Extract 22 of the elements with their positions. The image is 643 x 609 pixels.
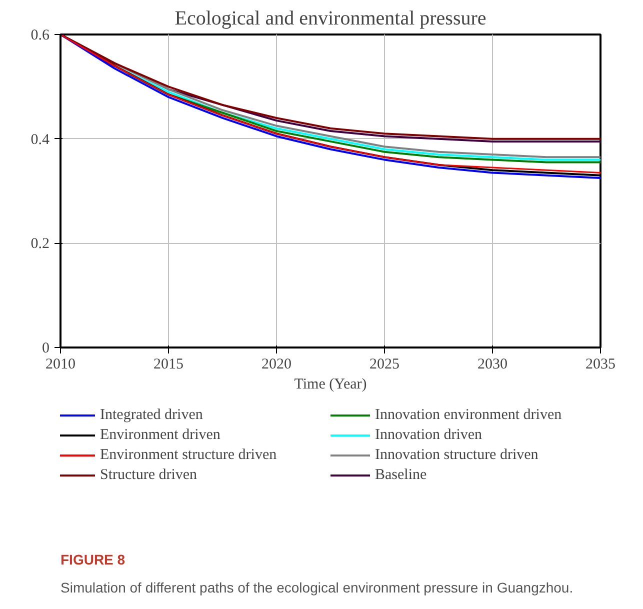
- y-tick-label: 0.4: [30, 132, 50, 148]
- x-tick-label: 2035: [586, 356, 616, 372]
- caption: FIGURE 8: [60, 552, 126, 568]
- legend-label: Innovation driven: [375, 426, 484, 444]
- text: Simulation of different paths of the ecological environment pressure in Guangzhou.: [60, 580, 574, 596]
- legend-label: Structure driven: [100, 466, 198, 484]
- y-tick-label: 0.6: [30, 28, 50, 44]
- legend-label: Baseline: [375, 466, 428, 484]
- x-tick-label: 2010: [46, 356, 76, 372]
- x-axis-title: Time (Year): [294, 376, 367, 392]
- legend-label: Integrated driven: [100, 406, 204, 424]
- legend-label: Environment structure driven: [100, 446, 278, 464]
- legend-label: Innovation structure driven: [375, 446, 540, 464]
- legend-label: Environment driven: [100, 426, 222, 444]
- chart-title: Ecological and environmental pressure: [174, 8, 486, 30]
- y-tick-label: 0: [42, 340, 50, 356]
- x-tick-label: 2025: [370, 356, 400, 372]
- x-tick-label: 2020: [262, 356, 292, 372]
- y-tick-label: 0.2: [30, 236, 50, 252]
- x-tick-label: 2030: [478, 356, 508, 372]
- x-tick-label: 2015: [154, 356, 184, 372]
- legend-label: Innovation environment driven: [375, 406, 563, 424]
